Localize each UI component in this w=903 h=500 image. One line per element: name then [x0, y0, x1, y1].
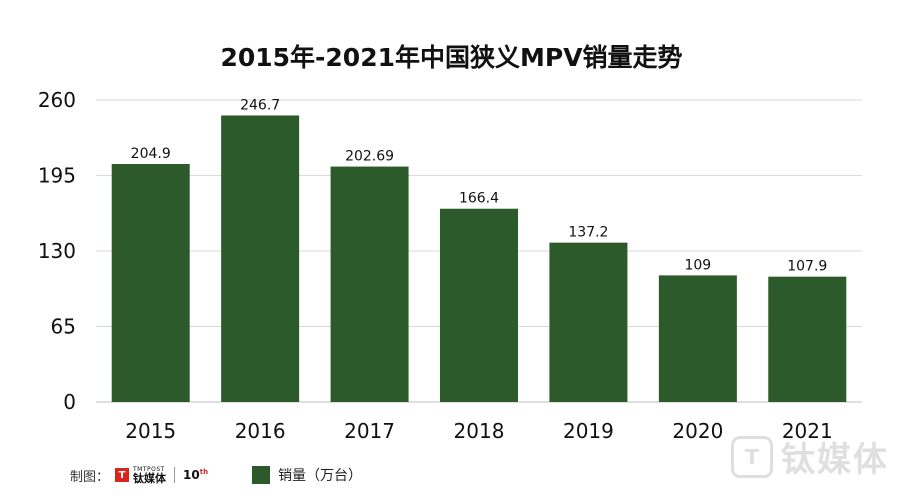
- bar: [221, 115, 300, 403]
- logo-brand-en: TMTPOST: [133, 465, 165, 473]
- bar: [111, 164, 190, 402]
- data-label: 137.2: [568, 225, 608, 241]
- y-tick-label: 195: [38, 164, 76, 188]
- y-tick-label: 65: [51, 315, 76, 339]
- bar: [658, 275, 737, 402]
- data-label: 204.9: [131, 146, 171, 162]
- x-tick-label: 2020: [672, 419, 723, 443]
- watermark-text: 钛媒体: [781, 440, 889, 480]
- data-label: 107.9: [787, 259, 827, 275]
- anniversary-badge: 10th: [183, 468, 209, 482]
- bar: [768, 276, 847, 402]
- data-label: 202.69: [345, 149, 394, 165]
- credit-label: 制图：: [70, 469, 110, 485]
- logo-divider: [174, 467, 176, 483]
- x-tick-label: 2015: [125, 419, 176, 443]
- data-label: 246.7: [240, 97, 280, 113]
- x-tick-label: 2018: [454, 419, 505, 443]
- x-tick-label: 2021: [782, 419, 833, 443]
- bar: [549, 242, 628, 402]
- x-tick-label: 2017: [344, 419, 395, 443]
- chart-legend: 销量（万台）: [252, 465, 362, 485]
- data-label: 166.4: [459, 191, 499, 207]
- bar: [330, 166, 409, 402]
- x-tick-label: 2019: [563, 419, 614, 443]
- chart-footer: 制图： T TMTPOST 钛媒体 10th 销量（万台）: [70, 462, 362, 488]
- tmtpost-logo: T TMTPOST 钛媒体 10th: [115, 465, 209, 485]
- legend-swatch: [252, 466, 271, 484]
- y-tick-label: 130: [38, 239, 76, 263]
- watermark-logo-icon: T: [731, 435, 773, 478]
- legend-label: 销量（万台）: [278, 468, 363, 484]
- bar: [440, 208, 518, 402]
- tmtpost-logo-icon: T: [115, 468, 130, 482]
- data-label: 109: [684, 257, 711, 273]
- watermark: T 钛媒体: [731, 432, 889, 481]
- x-tick-label: 2016: [235, 419, 286, 443]
- chart-title: 2015年-2021年中国狭义MPV销量走势: [220, 43, 683, 72]
- y-tick-label: 0: [63, 390, 76, 414]
- y-tick-label: 260: [38, 88, 76, 112]
- logo-brand-zh: 钛媒体: [133, 471, 167, 485]
